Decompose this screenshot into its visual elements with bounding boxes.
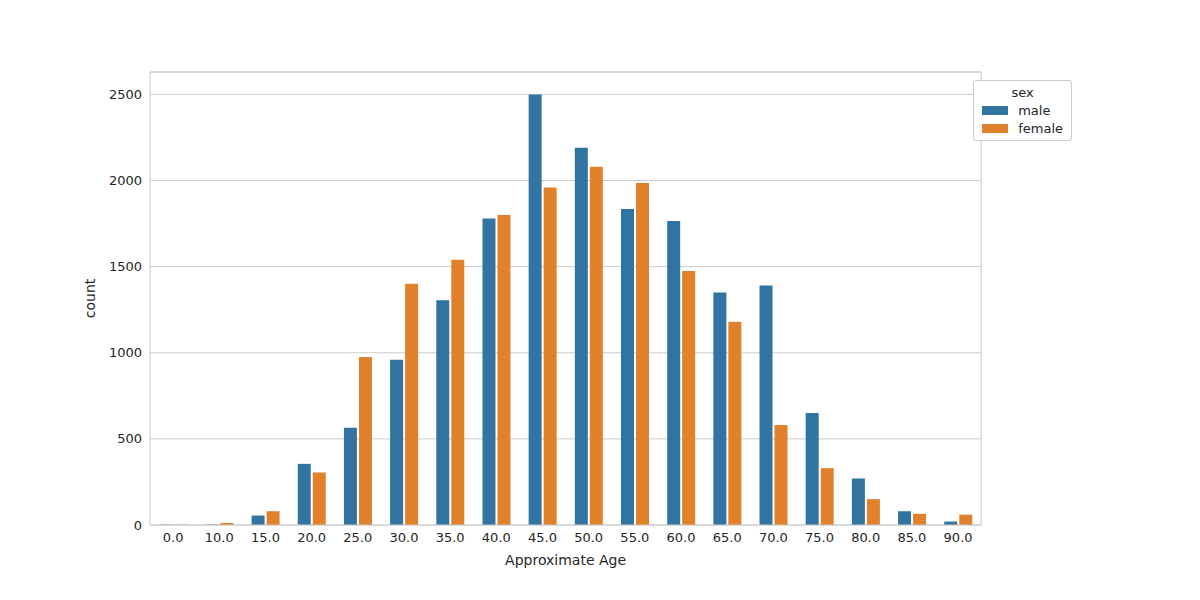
html-text:female: female	[1018, 121, 1063, 136]
svg-text:75.0: 75.0	[805, 530, 834, 545]
svg-text:85.0: 85.0	[897, 530, 926, 545]
svg-text:35.0: 35.0	[436, 530, 465, 545]
svg-text:45.0: 45.0	[528, 530, 557, 545]
svg-text:count: count	[82, 278, 98, 318]
svg-text:10.0: 10.0	[205, 530, 234, 545]
svg-text:500: 500	[117, 431, 142, 446]
svg-text:15.0: 15.0	[251, 530, 280, 545]
svg-text:20.0: 20.0	[297, 530, 326, 545]
svg-text:70.0: 70.0	[759, 530, 788, 545]
svg-text:80.0: 80.0	[851, 530, 880, 545]
svg-text:60.0: 60.0	[667, 530, 696, 545]
svg-text:0: 0	[134, 518, 142, 533]
svg-text:1500: 1500	[109, 259, 142, 274]
svg-text:0.0: 0.0	[163, 530, 184, 545]
svg-text:30.0: 30.0	[389, 530, 418, 545]
svg-text:40.0: 40.0	[482, 530, 511, 545]
svg-text:50.0: 50.0	[574, 530, 603, 545]
svg-text:2500: 2500	[109, 87, 142, 102]
html-text:male: male	[1018, 103, 1051, 118]
svg-text:25.0: 25.0	[343, 530, 372, 545]
svg-text:Approximate Age: Approximate Age	[505, 552, 626, 568]
svg-text:90.0: 90.0	[944, 530, 973, 545]
svg-text:55.0: 55.0	[620, 530, 649, 545]
html-text:sex: sex	[1011, 85, 1034, 100]
svg-text:65.0: 65.0	[713, 530, 742, 545]
svg-text:2000: 2000	[109, 173, 142, 188]
svg-text:1000: 1000	[109, 345, 142, 360]
